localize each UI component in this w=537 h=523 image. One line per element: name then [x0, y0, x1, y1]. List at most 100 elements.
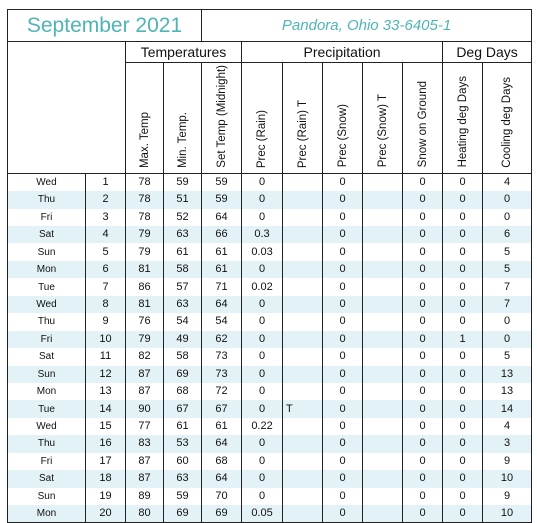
- value-cell: 0: [442, 260, 484, 279]
- value-cell: [362, 452, 404, 471]
- value-cell: 87: [125, 452, 164, 471]
- value-cell: 59: [201, 191, 243, 209]
- value-cell: 78: [125, 191, 164, 209]
- value-cell: [282, 348, 324, 366]
- value-cell: 0: [442, 243, 484, 261]
- value-cell: 69: [162, 505, 203, 523]
- value-cell: 0: [402, 400, 444, 418]
- value-cell: 14: [482, 400, 533, 418]
- value-cell: 0: [402, 260, 444, 279]
- value-cell: 0: [442, 382, 484, 401]
- value-cell: 81: [125, 295, 164, 314]
- value-cell: [282, 452, 324, 471]
- value-cell: 68: [201, 452, 243, 471]
- value-cell: 0: [482, 313, 533, 331]
- weekday-cell: Wed: [7, 295, 86, 314]
- value-cell: 63: [162, 226, 203, 244]
- value-cell: T: [282, 400, 324, 418]
- value-cell: 6: [482, 226, 533, 244]
- value-cell: 0: [322, 382, 364, 401]
- value-cell: 0: [402, 417, 444, 436]
- column-header-label: Prec (Rain) T: [296, 99, 309, 168]
- value-cell: 0: [402, 365, 444, 383]
- weather-table: September 2021 Pandora, Ohio 33-6405-1 T…: [6, 9, 533, 523]
- table-row: Wed 8 81 63 64 0 0 0 0 7: [7, 295, 533, 314]
- value-cell: 54: [162, 313, 203, 331]
- value-cell: 0: [442, 400, 484, 418]
- value-cell: 0: [402, 191, 444, 209]
- table-row: Thu 16 83 53 64 0 0 0 0 3: [7, 435, 533, 453]
- column-header-prec-rain: Prec (Rain): [241, 62, 284, 174]
- table-row: Tue 14 90 67 67 0 T 0 0 0 14: [7, 400, 533, 418]
- value-cell: 0: [442, 278, 484, 296]
- value-cell: [362, 348, 404, 366]
- value-cell: 0: [482, 330, 533, 349]
- value-cell: 49: [162, 330, 203, 349]
- value-cell: [282, 278, 324, 296]
- weekday-cell: Sat: [7, 470, 86, 488]
- value-cell: 64: [201, 295, 243, 314]
- weekday-cell: Sun: [7, 243, 86, 261]
- value-cell: 0: [322, 330, 364, 349]
- value-cell: 51: [162, 191, 203, 209]
- value-cell: 0.22: [241, 417, 284, 436]
- value-cell: [362, 382, 404, 401]
- value-cell: 0: [402, 382, 444, 401]
- table-row: Wed 1 78 59 59 0 0 0 0 4: [7, 173, 533, 192]
- weekday-cell: Wed: [7, 417, 86, 436]
- value-cell: [282, 173, 324, 192]
- value-cell: 0: [322, 173, 364, 192]
- value-cell: 0: [241, 470, 284, 488]
- value-cell: 0: [241, 487, 284, 506]
- value-cell: 80: [125, 505, 164, 523]
- value-cell: 0: [402, 226, 444, 244]
- value-cell: 0: [322, 260, 364, 279]
- value-cell: 0: [241, 365, 284, 383]
- value-cell: 67: [162, 400, 203, 418]
- value-cell: 0: [322, 295, 364, 314]
- value-cell: 0: [402, 470, 444, 488]
- date-cell: 12: [85, 365, 126, 383]
- value-cell: 0.02: [241, 278, 284, 296]
- value-cell: 61: [162, 417, 203, 436]
- weekday-cell: Mon: [7, 505, 86, 523]
- value-cell: [362, 243, 404, 261]
- value-cell: 13: [482, 382, 533, 401]
- table-row: Mon 20 80 69 69 0.05 0 0 0 10: [7, 505, 533, 523]
- value-cell: 0: [241, 348, 284, 366]
- table-row: Sun 12 87 69 73 0 0 0 0 13: [7, 365, 533, 383]
- weekday-cell: Thu: [7, 313, 86, 331]
- table-row: Thu 9 76 54 54 0 0 0 0 0: [7, 313, 533, 331]
- value-cell: 3: [482, 435, 533, 453]
- value-cell: 67: [201, 400, 243, 418]
- value-cell: 0: [442, 191, 484, 209]
- value-cell: 0: [402, 452, 444, 471]
- date-cell: 20: [85, 505, 126, 523]
- value-cell: 0: [402, 208, 444, 227]
- value-cell: 64: [201, 470, 243, 488]
- value-cell: 0: [322, 208, 364, 227]
- value-cell: 0: [402, 313, 444, 331]
- column-header-max-temp: Max. Temp: [125, 62, 164, 174]
- value-cell: 68: [162, 382, 203, 401]
- value-cell: 0: [322, 313, 364, 331]
- sheet-title: September 2021: [6, 9, 203, 42]
- value-cell: 7: [482, 295, 533, 314]
- value-cell: 87: [125, 382, 164, 401]
- value-cell: 0: [322, 435, 364, 453]
- value-cell: 76: [125, 313, 164, 331]
- value-cell: [362, 330, 404, 349]
- value-cell: 0: [442, 505, 484, 523]
- weekday-cell: Thu: [7, 435, 86, 453]
- value-cell: 89: [125, 487, 164, 506]
- value-cell: [362, 173, 404, 192]
- value-cell: 0: [322, 452, 364, 471]
- value-cell: 59: [162, 173, 203, 192]
- value-cell: 0: [402, 505, 444, 523]
- value-cell: [282, 417, 324, 436]
- weekday-cell: Sat: [7, 348, 86, 366]
- value-cell: 87: [125, 365, 164, 383]
- value-cell: [362, 226, 404, 244]
- value-cell: [362, 470, 404, 488]
- weekday-cell: Mon: [7, 382, 86, 401]
